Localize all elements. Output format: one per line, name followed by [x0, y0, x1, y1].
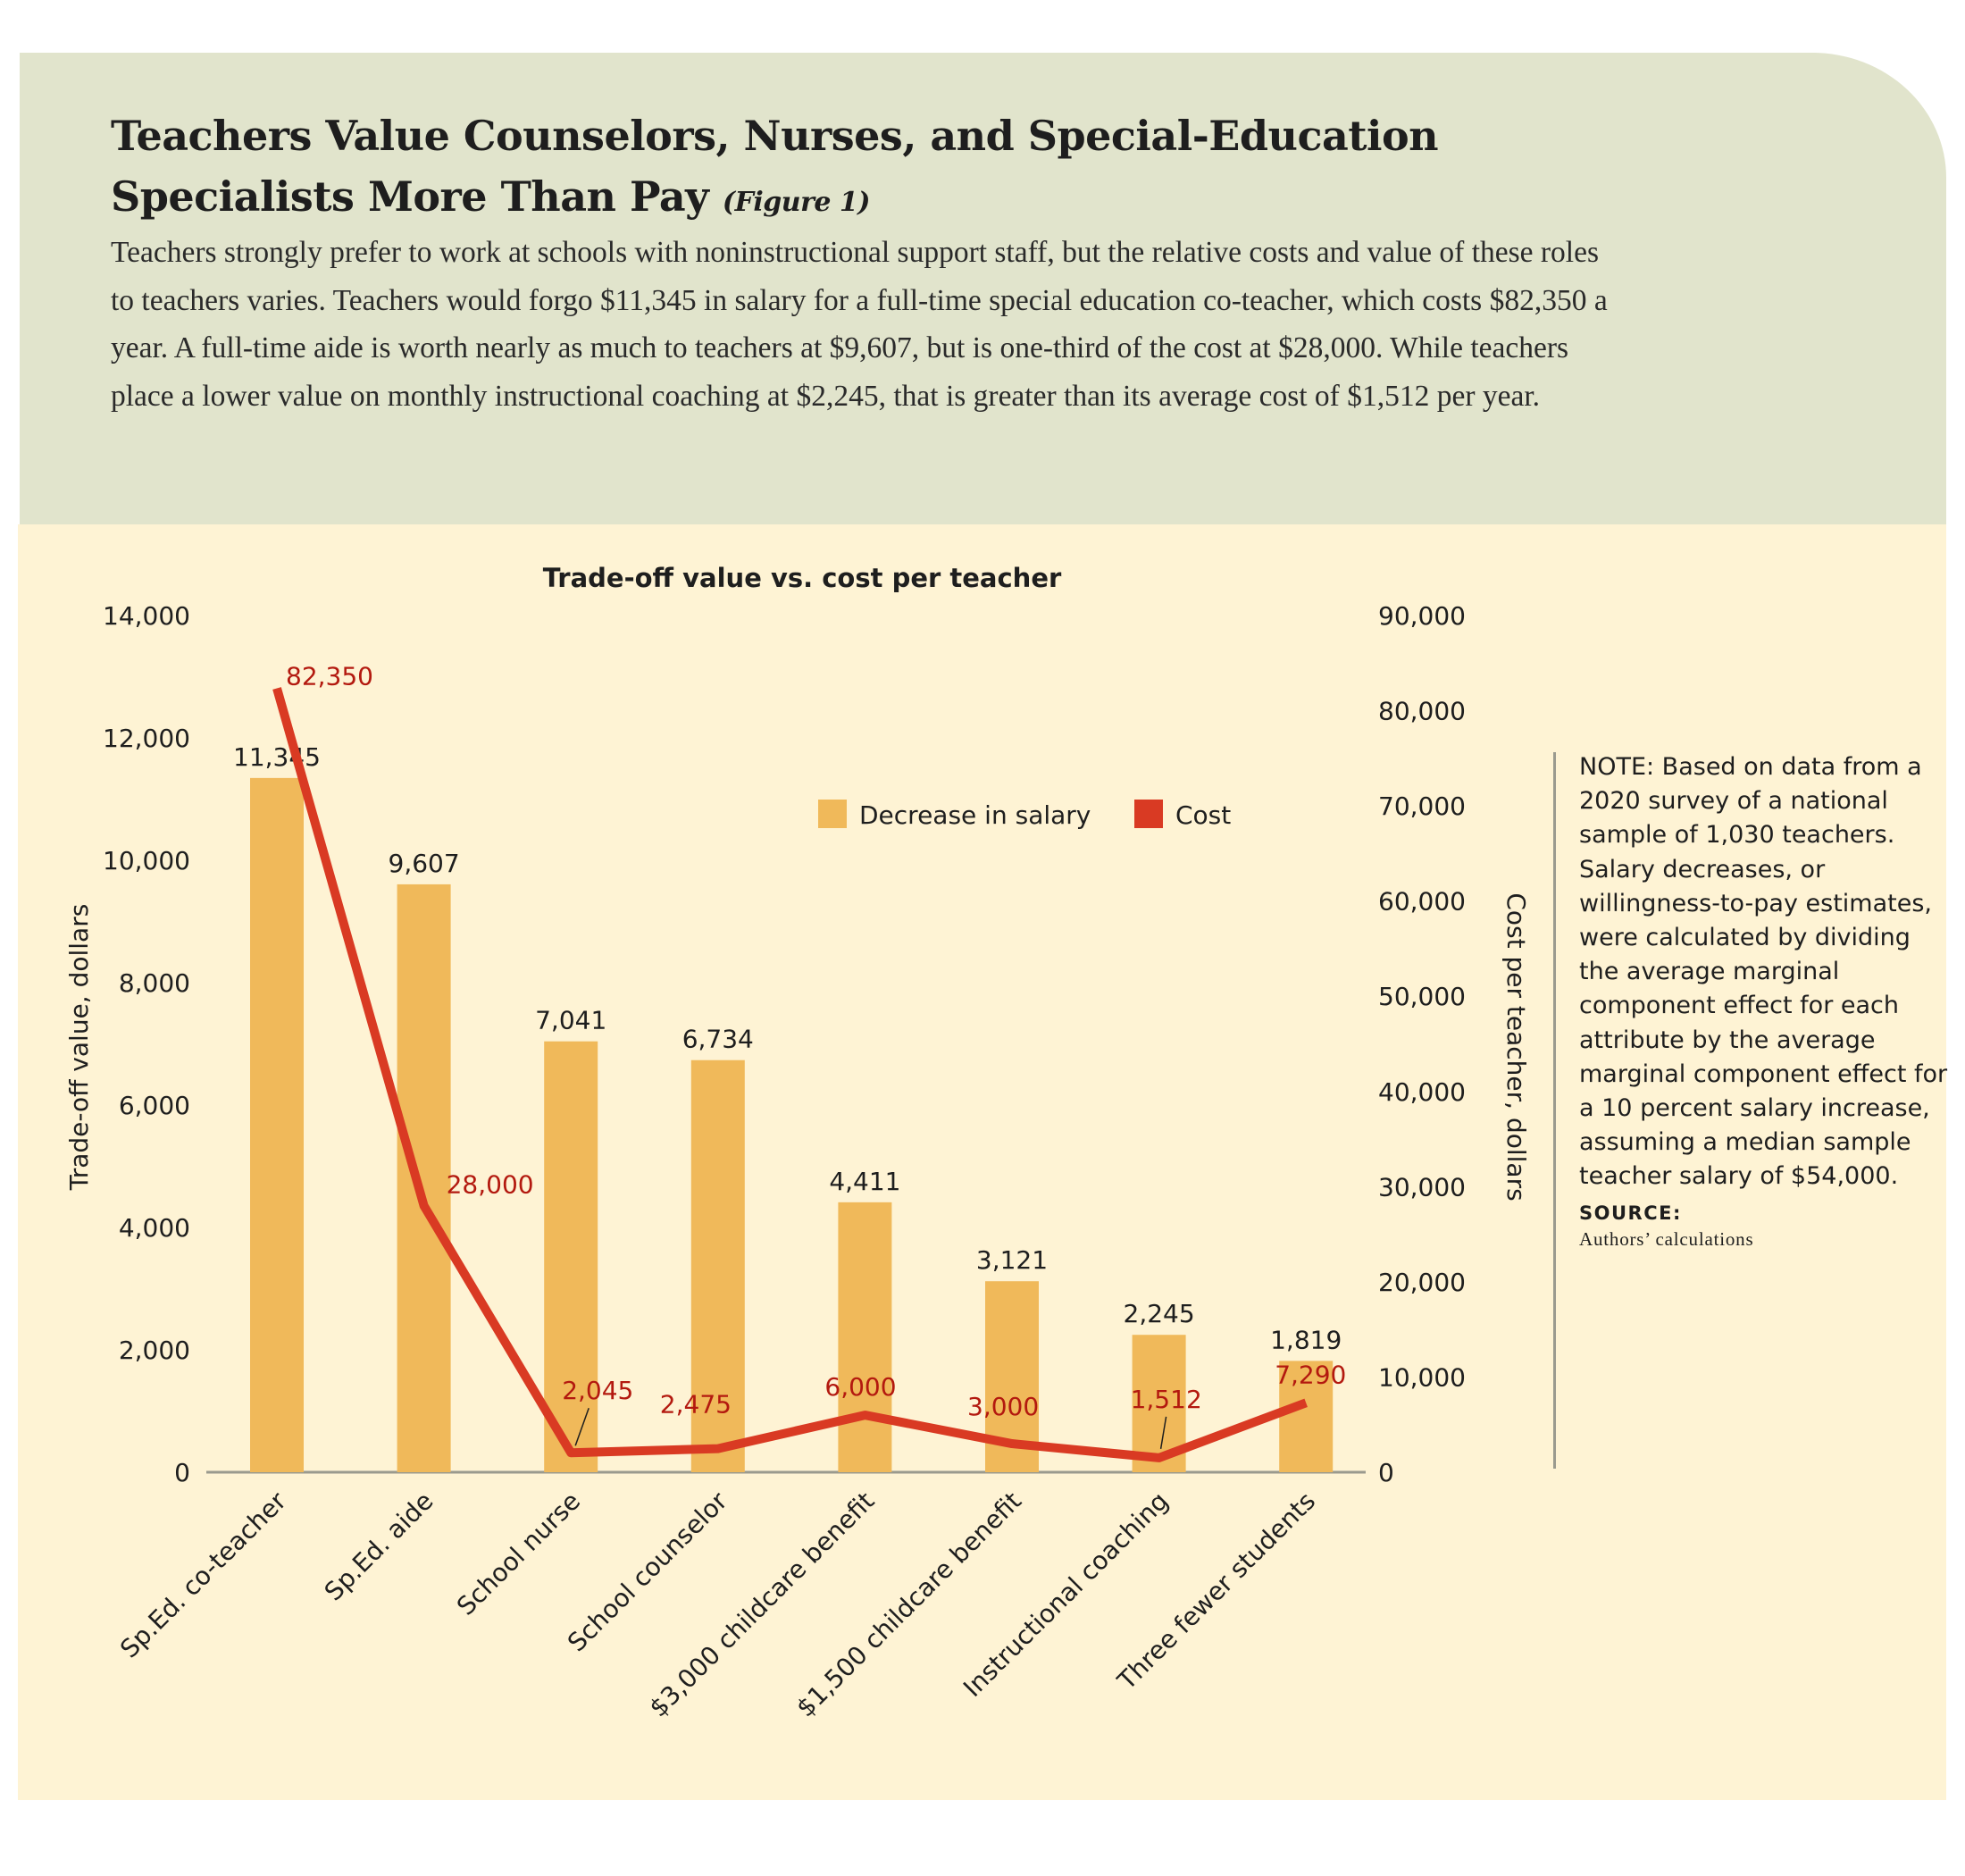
left-axis-tick-label: 2,000 — [119, 1336, 190, 1365]
header-panel — [20, 53, 1946, 524]
chart-title: Trade-off value vs. cost per teacher — [543, 563, 1062, 593]
source-label: SOURCE: — [1579, 1202, 1682, 1224]
bar-3 — [544, 1041, 598, 1472]
bar-value-label: 6,734 — [682, 1025, 754, 1054]
left-axis-tick-label: 12,000 — [103, 724, 190, 753]
right-axis-tick-label: 30,000 — [1378, 1172, 1466, 1202]
cost-line — [272, 687, 1308, 1462]
bar-1 — [250, 777, 304, 1472]
bar-4 — [690, 1059, 745, 1472]
note-divider — [1553, 752, 1556, 1469]
cost-value-label: 2,045 — [562, 1376, 633, 1405]
bar-2 — [397, 884, 451, 1472]
right-axis-tick-label: 50,000 — [1378, 982, 1466, 1011]
x-axis-category-label: School nurse — [451, 1487, 586, 1621]
bar-value-label: 7,041 — [535, 1006, 606, 1035]
figure-tag: (Figure 1) — [722, 187, 871, 218]
right-axis-tick-label: 70,000 — [1378, 791, 1466, 821]
cost-value-label: 1,512 — [1131, 1385, 1202, 1414]
x-axis-category-label: Sp.Ed. co-teacher — [114, 1486, 292, 1663]
cost-value-label: 2,475 — [660, 1390, 732, 1420]
left-axis-tick-label: 4,000 — [119, 1213, 190, 1243]
right-axis-tick-label: 40,000 — [1378, 1077, 1466, 1107]
bar-value-label: 4,411 — [829, 1167, 900, 1196]
leader-line — [1159, 1416, 1167, 1450]
x-axis-category-label: School counselor — [562, 1486, 733, 1657]
note-block: NOTE: Based on data from a 2020 survey o… — [1579, 750, 1954, 1250]
cost-value-label: 3,000 — [967, 1392, 1039, 1421]
bar-value-label: 1,819 — [1270, 1325, 1342, 1354]
right-axis-tick-label: 90,000 — [1378, 601, 1466, 631]
chart-panel — [18, 524, 1946, 1800]
bar-8 — [1279, 1361, 1334, 1472]
figure-title: Teachers Value Counselors, Nurses, and S… — [111, 112, 1439, 221]
legend-swatch-salary — [818, 800, 847, 828]
legend-swatch-cost — [1134, 800, 1163, 828]
note-text: NOTE: Based on data from a 2020 survey o… — [1579, 753, 1948, 1191]
left-axis-tick-label: 8,000 — [119, 968, 190, 998]
right-axis-tick-label: 60,000 — [1378, 887, 1466, 917]
cost-value-label: 6,000 — [824, 1372, 896, 1402]
legend-label-cost: Cost — [1175, 800, 1231, 830]
bar-5 — [838, 1202, 892, 1472]
left-axis-label: Trade-off value, dollars — [64, 904, 94, 1192]
leader-line — [574, 1407, 590, 1446]
right-axis-tick-label: 80,000 — [1378, 697, 1466, 726]
right-axis-tick-label: 10,000 — [1378, 1362, 1466, 1392]
right-axis-label: Cost per teacher, dollars — [1501, 892, 1531, 1201]
cost-value-label: 82,350 — [286, 662, 373, 691]
bar-value-label: 9,607 — [389, 849, 460, 878]
source-text: Authors’ calculations — [1579, 1227, 1754, 1250]
legend-label-salary: Decrease in salary — [859, 800, 1091, 830]
left-axis-tick-label: 14,000 — [103, 601, 190, 631]
left-axis-tick-label: 0 — [174, 1458, 190, 1487]
left-axis-tick-label: 6,000 — [119, 1091, 190, 1120]
bar-value-label: 3,121 — [976, 1245, 1048, 1275]
figure-description: Teachers strongly prefer to work at scho… — [111, 236, 1608, 413]
left-axis-tick-label: 10,000 — [103, 846, 190, 875]
bar-value-label: 11,345 — [233, 742, 321, 772]
right-axis-tick-label: 0 — [1378, 1458, 1394, 1487]
cost-value-label: 7,290 — [1275, 1360, 1346, 1389]
right-axis-tick-label: 20,000 — [1378, 1268, 1466, 1297]
cost-value-label: 28,000 — [447, 1170, 534, 1200]
bar-value-label: 2,245 — [1124, 1299, 1195, 1328]
x-axis-category-label: Sp.Ed. aide — [319, 1487, 439, 1607]
